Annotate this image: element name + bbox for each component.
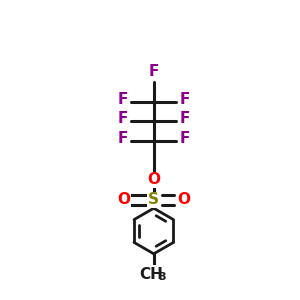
Text: F: F (148, 64, 159, 80)
Text: 3: 3 (159, 272, 167, 282)
Text: O: O (117, 192, 130, 207)
Text: O: O (178, 192, 190, 207)
Text: F: F (180, 92, 190, 107)
Text: CH: CH (140, 266, 164, 281)
Text: O: O (147, 172, 160, 188)
Text: F: F (117, 111, 128, 126)
Text: S: S (148, 192, 159, 207)
Text: F: F (180, 131, 190, 146)
Text: F: F (180, 111, 190, 126)
Text: F: F (117, 92, 128, 107)
Text: F: F (117, 131, 128, 146)
